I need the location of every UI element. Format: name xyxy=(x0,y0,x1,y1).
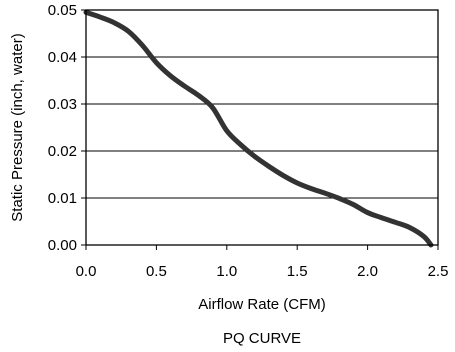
y-tick-labels: 0.00 0.01 0.02 0.03 0.04 0.05 xyxy=(48,2,77,254)
tick-marks xyxy=(81,9,439,250)
y-tick-label: 0.03 xyxy=(48,96,77,113)
y-tick-label: 0.04 xyxy=(48,49,77,66)
x-tick-label: 2.0 xyxy=(357,263,378,280)
x-tick-label: 0.5 xyxy=(146,263,167,280)
y-tick-label: 0.00 xyxy=(48,237,77,254)
x-tick-labels: 0.0 0.5 1.0 1.5 2.0 2.5 xyxy=(76,263,449,280)
y-tick-label: 0.05 xyxy=(48,2,77,19)
y-tick-label: 0.01 xyxy=(48,190,77,207)
plot-area-frame xyxy=(85,9,439,246)
chart-title: PQ CURVE xyxy=(223,330,301,347)
gridlines xyxy=(86,9,438,246)
y-tick-label: 0.02 xyxy=(48,143,77,160)
x-axis-label: Airflow Rate (CFM) xyxy=(198,296,326,313)
x-tick-label: 1.0 xyxy=(216,263,237,280)
x-tick-label: 0.0 xyxy=(76,263,97,280)
series-group xyxy=(83,9,434,248)
y-axis-label: Static Pressure (inch, water) xyxy=(9,33,26,221)
x-tick-label: 1.5 xyxy=(287,263,308,280)
x-tick-label: 2.5 xyxy=(428,263,449,280)
series-line xyxy=(83,9,434,248)
